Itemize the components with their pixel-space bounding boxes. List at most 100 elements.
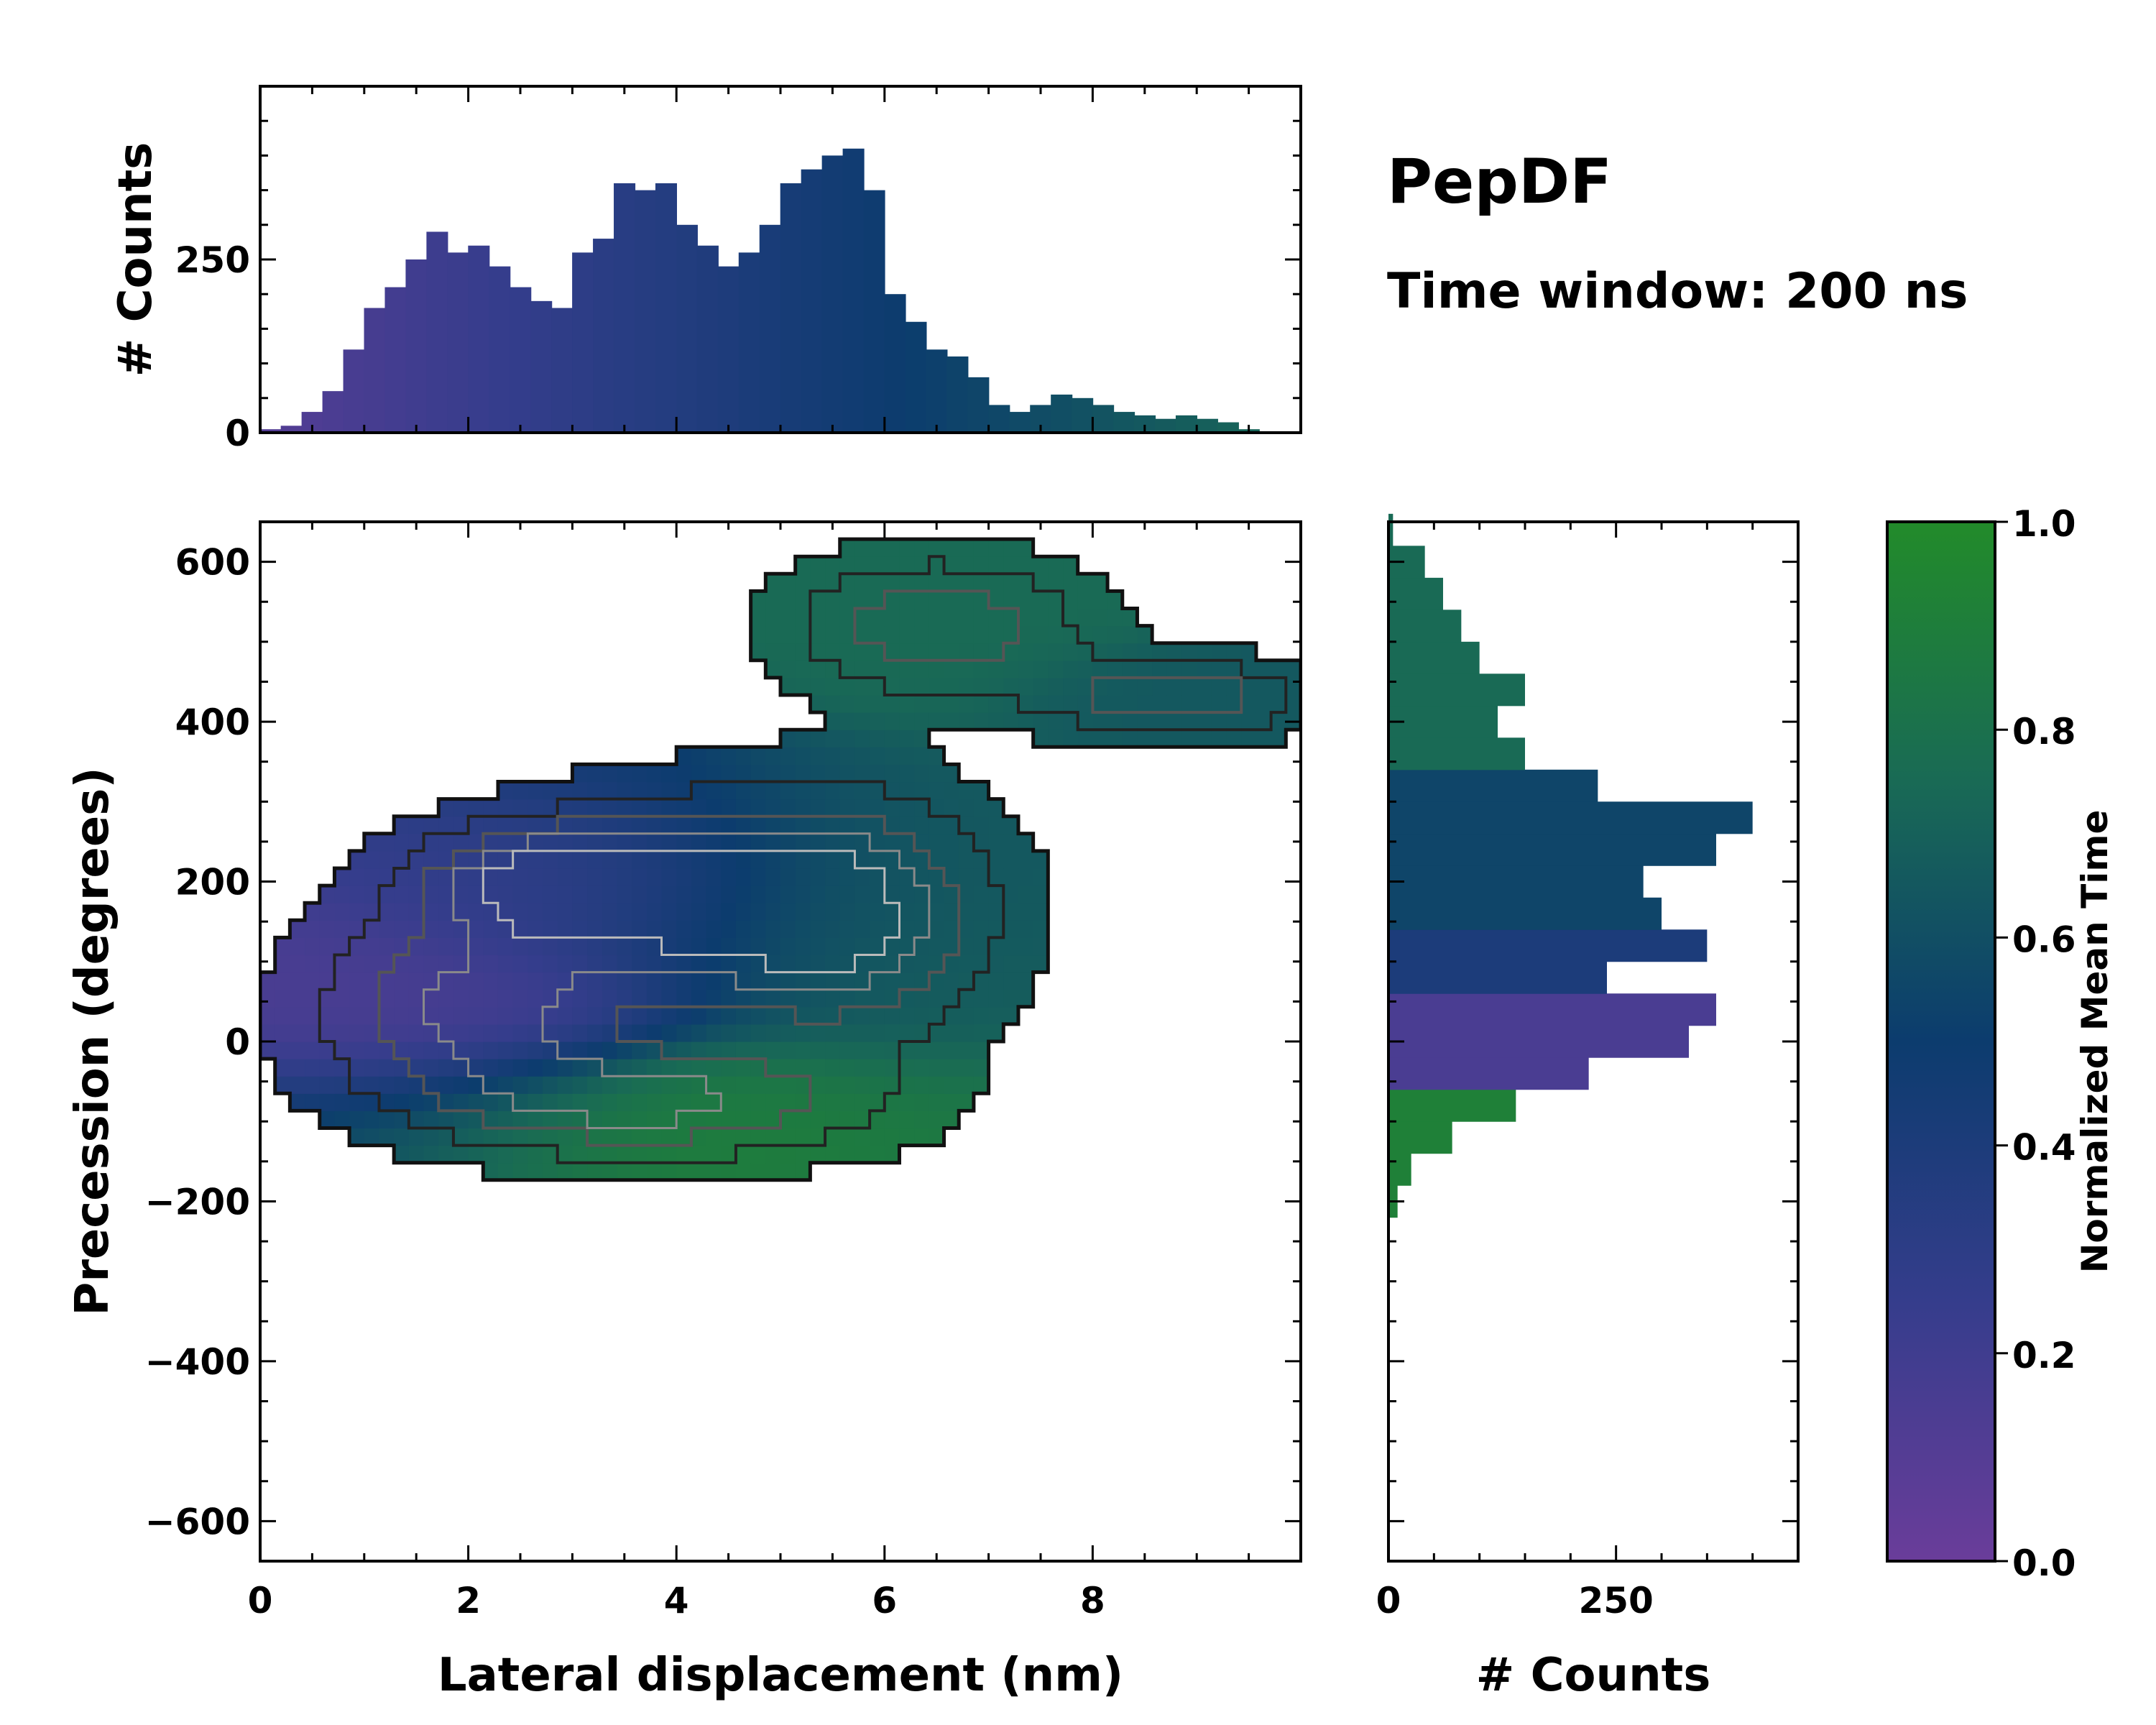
density-cell bbox=[617, 1110, 632, 1129]
density-cell bbox=[334, 954, 350, 973]
density-cell bbox=[572, 1041, 588, 1059]
density-cell bbox=[795, 1110, 811, 1129]
density-cell bbox=[914, 868, 930, 886]
density-cell bbox=[512, 1041, 528, 1059]
density-cell bbox=[1003, 660, 1019, 678]
density-cell bbox=[780, 730, 796, 748]
density-cell bbox=[899, 920, 915, 938]
top-bar bbox=[655, 183, 677, 433]
density-cell bbox=[795, 850, 811, 869]
density-cell bbox=[334, 1006, 350, 1025]
density-cell bbox=[854, 539, 870, 557]
density-cell bbox=[884, 989, 900, 1008]
density-cell bbox=[884, 833, 900, 852]
density-cell bbox=[483, 816, 499, 834]
density-cell bbox=[349, 1110, 365, 1129]
density-cell bbox=[453, 954, 469, 973]
density-cell bbox=[468, 1128, 484, 1146]
density-cell bbox=[929, 539, 945, 557]
density-cell bbox=[706, 1006, 722, 1025]
density-cell bbox=[899, 799, 915, 817]
density-cell bbox=[959, 799, 975, 817]
density-cell bbox=[691, 1110, 707, 1129]
density-cell bbox=[750, 764, 766, 783]
x-tick-label: 2 bbox=[456, 1580, 481, 1622]
density-cell bbox=[557, 1093, 573, 1111]
density-cell bbox=[1003, 695, 1019, 713]
density-cell bbox=[780, 816, 796, 834]
top-bar bbox=[1175, 415, 1197, 433]
density-cell bbox=[468, 1093, 484, 1111]
density-cell bbox=[379, 989, 395, 1008]
density-cell bbox=[646, 937, 663, 956]
density-cell bbox=[1048, 643, 1064, 661]
density-cell bbox=[973, 625, 990, 644]
density-cell bbox=[765, 781, 781, 800]
top-bar bbox=[322, 391, 344, 433]
top-bar bbox=[801, 169, 823, 433]
density-cell bbox=[1122, 625, 1138, 644]
density-cell bbox=[602, 799, 618, 817]
density-cell bbox=[691, 1059, 707, 1077]
x-tick-label: 6 bbox=[872, 1580, 897, 1622]
density-cell bbox=[438, 1128, 454, 1146]
density-cell bbox=[1152, 643, 1168, 661]
density-cell bbox=[765, 574, 781, 592]
density-cell bbox=[691, 920, 707, 938]
density-cell bbox=[646, 833, 663, 852]
density-cell bbox=[394, 937, 410, 956]
density-cell bbox=[453, 1006, 469, 1025]
density-cell bbox=[706, 989, 722, 1008]
density-cell bbox=[854, 1006, 870, 1025]
density-cell bbox=[750, 1076, 766, 1094]
density-cell bbox=[1137, 677, 1153, 696]
density-cell bbox=[839, 989, 856, 1008]
density-cell bbox=[899, 903, 915, 921]
density-cell bbox=[721, 833, 737, 852]
density-cell bbox=[572, 868, 588, 886]
density-cell bbox=[468, 1110, 484, 1129]
density-cell bbox=[959, 556, 975, 574]
density-cell bbox=[854, 920, 870, 938]
density-cell bbox=[334, 937, 350, 956]
density-cell bbox=[438, 972, 454, 990]
right-bar bbox=[1388, 577, 1443, 610]
right-bar bbox=[1388, 1089, 1516, 1122]
density-cell bbox=[1107, 608, 1123, 627]
density-cell bbox=[973, 850, 990, 869]
density-cell bbox=[780, 850, 796, 869]
density-cell bbox=[735, 920, 752, 938]
density-cell bbox=[1003, 556, 1019, 574]
density-cell bbox=[394, 972, 410, 990]
density-cell bbox=[959, 954, 975, 973]
density-cell bbox=[349, 989, 365, 1008]
density-cell bbox=[676, 937, 692, 956]
density-cell bbox=[839, 816, 856, 834]
density-cell bbox=[825, 799, 841, 817]
density-cell bbox=[780, 1110, 796, 1129]
density-cell bbox=[988, 608, 1004, 627]
density-cell bbox=[557, 1076, 573, 1094]
top-bar bbox=[1217, 422, 1239, 433]
density-cell bbox=[721, 850, 737, 869]
density-cell bbox=[944, 1059, 959, 1077]
density-cell bbox=[661, 1093, 677, 1111]
density-cell bbox=[914, 643, 930, 661]
density-cell bbox=[691, 833, 707, 852]
density-cell bbox=[557, 781, 573, 800]
density-cell bbox=[349, 972, 365, 990]
density-cell bbox=[795, 954, 811, 973]
density-cell bbox=[394, 850, 410, 869]
density-cell bbox=[721, 1128, 737, 1146]
density-cell bbox=[839, 574, 856, 592]
density-cell bbox=[1003, 868, 1019, 886]
density-cell bbox=[810, 868, 826, 886]
density-cell bbox=[914, 608, 930, 627]
density-cell bbox=[944, 625, 959, 644]
density-cell bbox=[497, 989, 514, 1008]
density-cell bbox=[959, 886, 975, 903]
density-cell bbox=[795, 1128, 811, 1146]
right-histogram-ticks: 0 250 bbox=[1376, 522, 1800, 1622]
density-cell bbox=[706, 1162, 722, 1181]
